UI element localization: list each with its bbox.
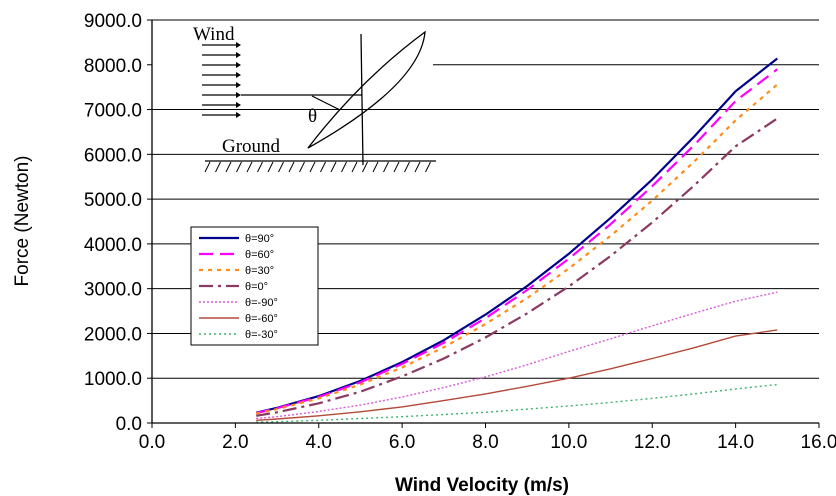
hatch-mark-6 — [267, 161, 274, 173]
wind-arrowhead-0 — [236, 42, 241, 48]
y-axis-title: Force (Newton) — [12, 156, 33, 287]
hatch-mark-9 — [299, 161, 305, 173]
inset-diagram: Wind Ground θ — [193, 24, 436, 173]
y-tick-label-9: 9000.0 — [84, 11, 142, 32]
y-tick-label-5: 5000.0 — [84, 190, 142, 211]
hatch-mark-5 — [257, 161, 263, 173]
hatch-mark-11 — [320, 161, 326, 173]
series-line-3 — [256, 117, 778, 417]
hatch-mark-14 — [351, 161, 358, 173]
series-line-4 — [256, 291, 778, 420]
inset-wind-label: Wind — [193, 24, 235, 45]
series-line-0 — [255, 57, 778, 414]
series-lines — [255, 57, 779, 423]
y-tick-label-3: 3000.0 — [84, 280, 142, 301]
hatch-mark-12 — [330, 161, 337, 173]
tick-labels: 0.0 1000.0 2000.0 3000.0 4000.0 5000.0 6000.0 7… — [84, 11, 836, 453]
inset-wind-arrows — [202, 42, 362, 118]
series-line-2 — [255, 83, 779, 415]
hatch-mark-0 — [204, 161, 211, 173]
y-tick-label-7: 7000.0 — [84, 101, 142, 122]
series-line-1 — [255, 68, 778, 415]
y-tick-label-0: 0.0 — [116, 414, 142, 435]
y-tick-label-8: 8000.0 — [84, 56, 142, 77]
legend-label-0: θ=90° — [245, 233, 274, 245]
y-tick-label-2: 2000.0 — [84, 324, 142, 345]
axes — [147, 19, 820, 428]
inset-panel-shape — [307, 30, 426, 149]
inset-ground-label: Ground — [222, 136, 281, 157]
x-tick-label-1: 2.0 — [222, 432, 248, 453]
hatch-mark-21 — [425, 161, 431, 173]
hatch-mark-8 — [288, 161, 295, 173]
hatch-mark-4 — [246, 161, 253, 173]
hatch-mark-15 — [362, 161, 368, 173]
hatch-mark-13 — [341, 161, 347, 173]
x-tick-label-0: 0.0 — [139, 432, 165, 453]
legend-label-1: θ=60° — [245, 249, 274, 261]
hatch-mark-2 — [225, 161, 232, 173]
x-tick-label-7: 14.0 — [717, 432, 754, 453]
x-tick-label-6: 12.0 — [634, 432, 671, 453]
hatch-mark-1 — [215, 161, 221, 173]
wind-arrowhead-5 — [236, 92, 241, 98]
wind-arrowhead-6 — [236, 102, 241, 108]
y-tick-label-6: 6000.0 — [84, 145, 142, 166]
inset-angle-label: θ — [308, 106, 317, 127]
x-axis-title: Wind Velocity (m/s) — [395, 475, 569, 496]
wind-arrowhead-7 — [236, 112, 241, 118]
wind-arrowhead-3 — [236, 72, 241, 78]
legend: θ=90° θ=60° θ=30° θ=0° θ=-90° θ=-60° θ=-30° — [190, 226, 319, 346]
wind-arrowhead-2 — [236, 62, 241, 68]
hatch-mark-20 — [414, 161, 421, 173]
legend-label-2: θ=30° — [245, 265, 274, 277]
legend-label-6: θ=-30° — [245, 329, 278, 341]
inset-vertical-pole — [360, 33, 364, 166]
x-tick-label-3: 6.0 — [389, 432, 415, 453]
hatch-mark-16 — [372, 161, 379, 173]
legend-label-5: θ=-60° — [245, 313, 278, 325]
hatch-mark-10 — [309, 161, 316, 173]
y-tick-label-1: 1000.0 — [84, 369, 142, 390]
hatch-mark-7 — [278, 161, 284, 173]
inset-angle-arc — [311, 95, 341, 111]
legend-label-4: θ=-90° — [245, 297, 278, 309]
hatch-mark-3 — [236, 161, 242, 173]
x-tick-label-8: 16.0 — [801, 432, 836, 453]
legend-label-3: θ=0° — [245, 281, 268, 293]
y-tick-label-4: 4000.0 — [84, 235, 142, 256]
inset-ground-hatch — [204, 161, 431, 173]
x-tick-label-4: 8.0 — [472, 432, 498, 453]
series-line-6 — [256, 383, 778, 423]
hatch-mark-17 — [383, 161, 389, 173]
wind-arrowhead-1 — [236, 52, 241, 58]
x-tick-label-2: 4.0 — [306, 432, 332, 453]
hatch-mark-19 — [404, 161, 410, 173]
hatch-mark-18 — [393, 161, 400, 173]
wind-arrowhead-4 — [236, 82, 241, 88]
series-line-5 — [256, 329, 778, 421]
x-tick-label-5: 10.0 — [550, 432, 587, 453]
